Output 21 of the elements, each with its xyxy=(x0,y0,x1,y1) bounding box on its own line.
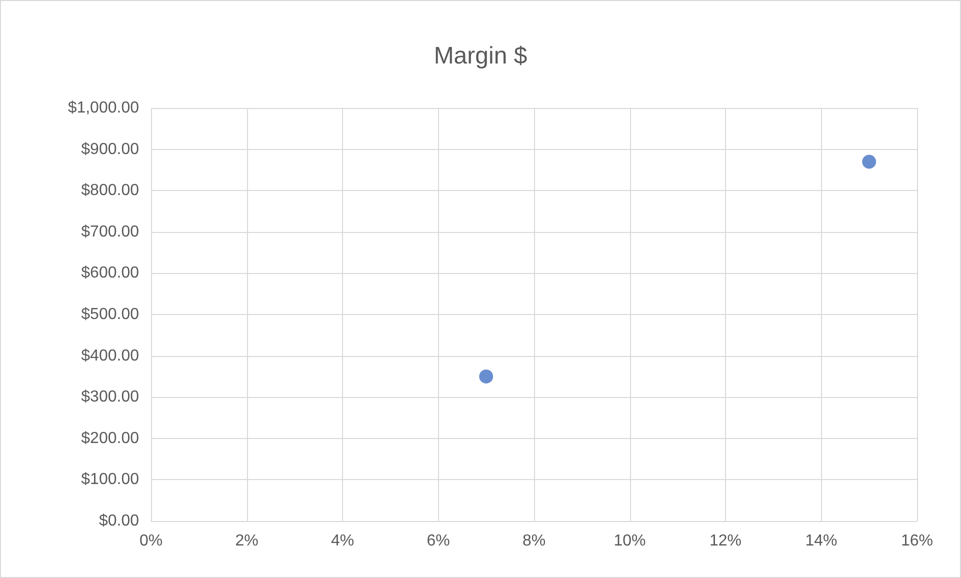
y-tick-label: $900.00 xyxy=(81,140,140,158)
x-tick-label: 12% xyxy=(709,532,742,550)
x-tick-label: 2% xyxy=(235,532,258,550)
x-tick-label: 14% xyxy=(805,532,838,550)
y-tick-label: $800.00 xyxy=(81,182,140,200)
y-tick-label: $200.00 xyxy=(81,430,140,447)
y-tick-label: $300.00 xyxy=(81,388,140,406)
x-tick-label: 8% xyxy=(522,532,546,550)
x-tick-label: 4% xyxy=(330,532,354,550)
y-tick-label: $500.00 xyxy=(81,306,140,323)
y-tick-label: $700.00 xyxy=(81,223,140,240)
x-tick-label: 6% xyxy=(426,532,450,550)
y-tick-label: $1,000.00 xyxy=(68,100,140,116)
y-tick-label: $400.00 xyxy=(81,347,140,364)
x-tick-label: 16% xyxy=(900,532,934,550)
y-tick-label: $600.00 xyxy=(81,264,140,282)
x-tick-label: 10% xyxy=(614,532,646,550)
y-tick-label: $0.00 xyxy=(98,512,140,530)
x-tick-label: 0% xyxy=(139,532,163,550)
chart-title: Margin $ xyxy=(434,42,528,70)
y-tick-label: $100.00 xyxy=(81,471,140,488)
